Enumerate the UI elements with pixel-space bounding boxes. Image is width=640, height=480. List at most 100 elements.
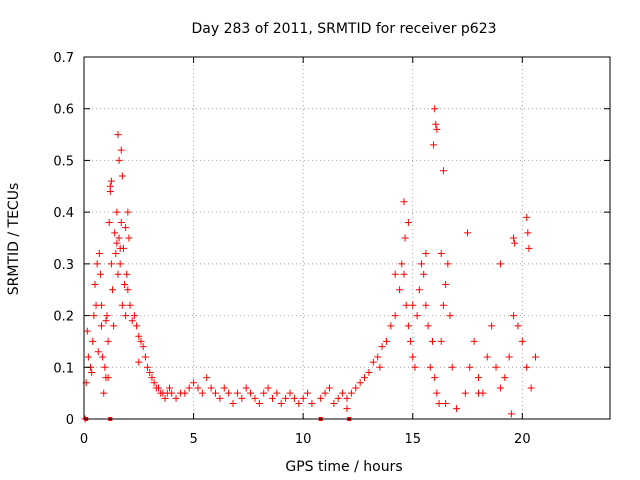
data-point <box>273 389 281 397</box>
data-point <box>141 353 149 361</box>
data-point <box>475 389 482 397</box>
data-point <box>115 156 123 164</box>
data-point <box>135 358 143 366</box>
data-point <box>426 363 434 371</box>
data-point <box>194 384 202 392</box>
data-point <box>321 389 329 397</box>
data-point <box>396 286 404 294</box>
data-point <box>116 260 124 268</box>
data-point <box>135 332 143 340</box>
data-point <box>150 379 158 387</box>
data-point <box>83 327 91 335</box>
data-point <box>356 379 364 387</box>
data-point <box>523 363 531 371</box>
data-point <box>524 229 532 237</box>
data-point <box>391 312 399 320</box>
data-point <box>89 337 97 345</box>
y-tick-label: 0.1 <box>53 361 74 376</box>
data-point <box>369 358 377 366</box>
data-point <box>290 394 298 402</box>
data-point <box>144 363 152 371</box>
data-point <box>95 250 103 258</box>
data-point <box>496 384 504 392</box>
data-point <box>90 312 98 320</box>
data-point <box>130 312 138 320</box>
plot-frame <box>83 56 611 420</box>
data-point <box>116 244 124 252</box>
data-point <box>330 399 338 407</box>
data-point <box>510 234 518 242</box>
data-point <box>374 353 382 361</box>
data-point <box>422 301 430 309</box>
data-point <box>282 394 290 402</box>
data-point <box>411 363 419 371</box>
data-point <box>435 399 443 407</box>
data-point <box>347 389 355 397</box>
data-point <box>117 146 125 154</box>
data-point <box>461 389 469 397</box>
data-point <box>400 270 408 278</box>
data-point <box>212 389 219 397</box>
data-point <box>100 389 108 397</box>
data-point <box>93 260 101 268</box>
data-point <box>133 322 141 330</box>
data-point <box>442 281 450 289</box>
data-point <box>444 260 452 268</box>
data-point <box>464 229 472 237</box>
data-point <box>126 301 134 309</box>
data-point <box>404 322 412 330</box>
data-point <box>238 394 246 402</box>
data-point <box>531 353 539 361</box>
data-point <box>122 312 130 320</box>
data-point <box>376 363 384 371</box>
data-point <box>91 281 99 289</box>
data-point <box>424 322 432 330</box>
data-point <box>352 384 360 392</box>
data-point <box>433 389 441 397</box>
data-point <box>247 389 255 397</box>
data-point <box>94 348 102 356</box>
data-point <box>299 394 307 402</box>
data-point <box>407 337 415 345</box>
data-point <box>107 177 115 185</box>
data-point <box>251 394 259 402</box>
data-point <box>415 286 423 294</box>
data-point <box>510 312 518 320</box>
data-point <box>113 208 121 216</box>
data-point <box>207 384 215 392</box>
data-point <box>121 281 129 289</box>
data-point <box>365 368 373 376</box>
data-point <box>264 384 272 392</box>
data-point <box>511 239 519 247</box>
data-point <box>343 394 351 402</box>
y-tick-label: 0.7 <box>53 51 74 66</box>
data-point <box>507 410 515 418</box>
data-point <box>172 394 180 402</box>
data-point <box>334 394 342 402</box>
data-point <box>102 317 110 325</box>
data-point <box>216 394 224 402</box>
data-point <box>146 368 154 376</box>
data-point <box>437 337 445 345</box>
y-tick-label: 0.2 <box>53 310 74 325</box>
y-axis-label: SRMTID / TECUs <box>6 183 22 296</box>
data-point <box>111 229 119 237</box>
data-point <box>148 374 156 382</box>
y-tick-label: 0 <box>66 413 74 428</box>
data-point <box>112 250 120 258</box>
data-point <box>233 389 241 397</box>
data-point <box>514 322 522 330</box>
axis-ticks: 0 5 10 15 20 0 0.1 0.2 0.3 0.4 0.5 0.6 0.7 <box>53 51 610 447</box>
data-point <box>401 234 409 242</box>
data-point <box>431 105 439 113</box>
x-tick-label: 15 <box>404 432 421 447</box>
x-tick-label: 10 <box>295 432 312 447</box>
data-point <box>118 301 126 309</box>
data-point <box>402 301 410 309</box>
data-point <box>98 301 106 309</box>
grid-lines <box>84 57 610 419</box>
x-tick-label: 5 <box>189 432 197 447</box>
data-point <box>185 384 193 392</box>
data-point <box>255 399 263 407</box>
data-point <box>488 322 496 330</box>
